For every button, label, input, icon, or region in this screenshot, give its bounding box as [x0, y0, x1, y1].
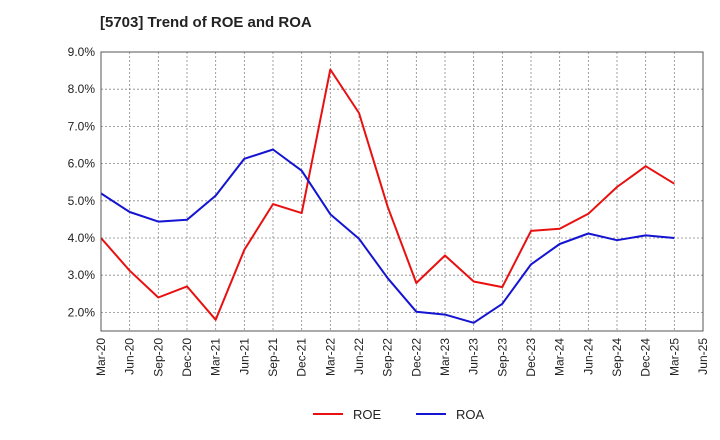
y-tick-label: 3.0%	[68, 268, 96, 282]
y-tick-label: 2.0%	[68, 305, 96, 319]
y-tick-label: 6.0%	[68, 157, 96, 171]
y-axis-ticks: 2.0% 3.0% 4.0% 5.0% 6.0% 7.0% 8.0% 9.0%	[68, 45, 96, 319]
x-tick-label: Sep-21	[266, 338, 280, 377]
legend-label-roe: ROE	[353, 407, 382, 422]
x-tick-label: Dec-23	[524, 338, 538, 377]
x-tick-label: Sep-24	[610, 338, 624, 377]
x-axis-ticks: Mar-20 Jun-20 Sep-20 Dec-20 Mar-21 Jun-21 Sep-…	[94, 338, 710, 377]
x-tick-label: Mar-24	[553, 338, 567, 376]
y-tick-label: 9.0%	[68, 45, 96, 59]
x-tick-label: Jun-24	[581, 338, 595, 375]
x-tick-label: Mar-21	[209, 338, 223, 376]
grid	[101, 52, 703, 331]
x-tick-label: Dec-24	[639, 338, 653, 377]
series-lines	[100, 68, 675, 324]
x-tick-label: Jun-23	[467, 338, 481, 375]
x-tick-label: Dec-22	[409, 338, 423, 377]
x-tick-label: Sep-20	[151, 338, 165, 377]
x-tick-label: Mar-23	[438, 338, 452, 376]
x-tick-label: Dec-20	[180, 338, 194, 377]
x-tick-label: Sep-23	[495, 338, 509, 377]
y-tick-label: 4.0%	[68, 231, 96, 245]
x-tick-label: Jun-20	[123, 338, 137, 375]
x-tick-label: Sep-22	[381, 338, 395, 377]
x-tick-label: Jun-25	[696, 338, 710, 375]
x-tick-label: Mar-22	[323, 338, 337, 376]
y-tick-label: 8.0%	[68, 82, 96, 96]
x-tick-label: Jun-22	[352, 338, 366, 375]
y-tick-label: 7.0%	[68, 119, 96, 133]
x-tick-label: Dec-21	[295, 338, 309, 377]
legend-label-roa: ROA	[456, 407, 485, 422]
chart-title: [5703] Trend of ROE and ROA	[100, 14, 312, 31]
plot-frame	[100, 51, 704, 332]
series-line-roe	[100, 68, 675, 321]
x-tick-label: Mar-20	[94, 338, 108, 376]
legend: ROE ROA	[313, 407, 485, 422]
x-tick-label: Mar-25	[667, 338, 681, 376]
y-tick-label: 5.0%	[68, 194, 96, 208]
x-tick-label: Jun-21	[237, 338, 251, 375]
series-line-roa	[100, 148, 675, 324]
